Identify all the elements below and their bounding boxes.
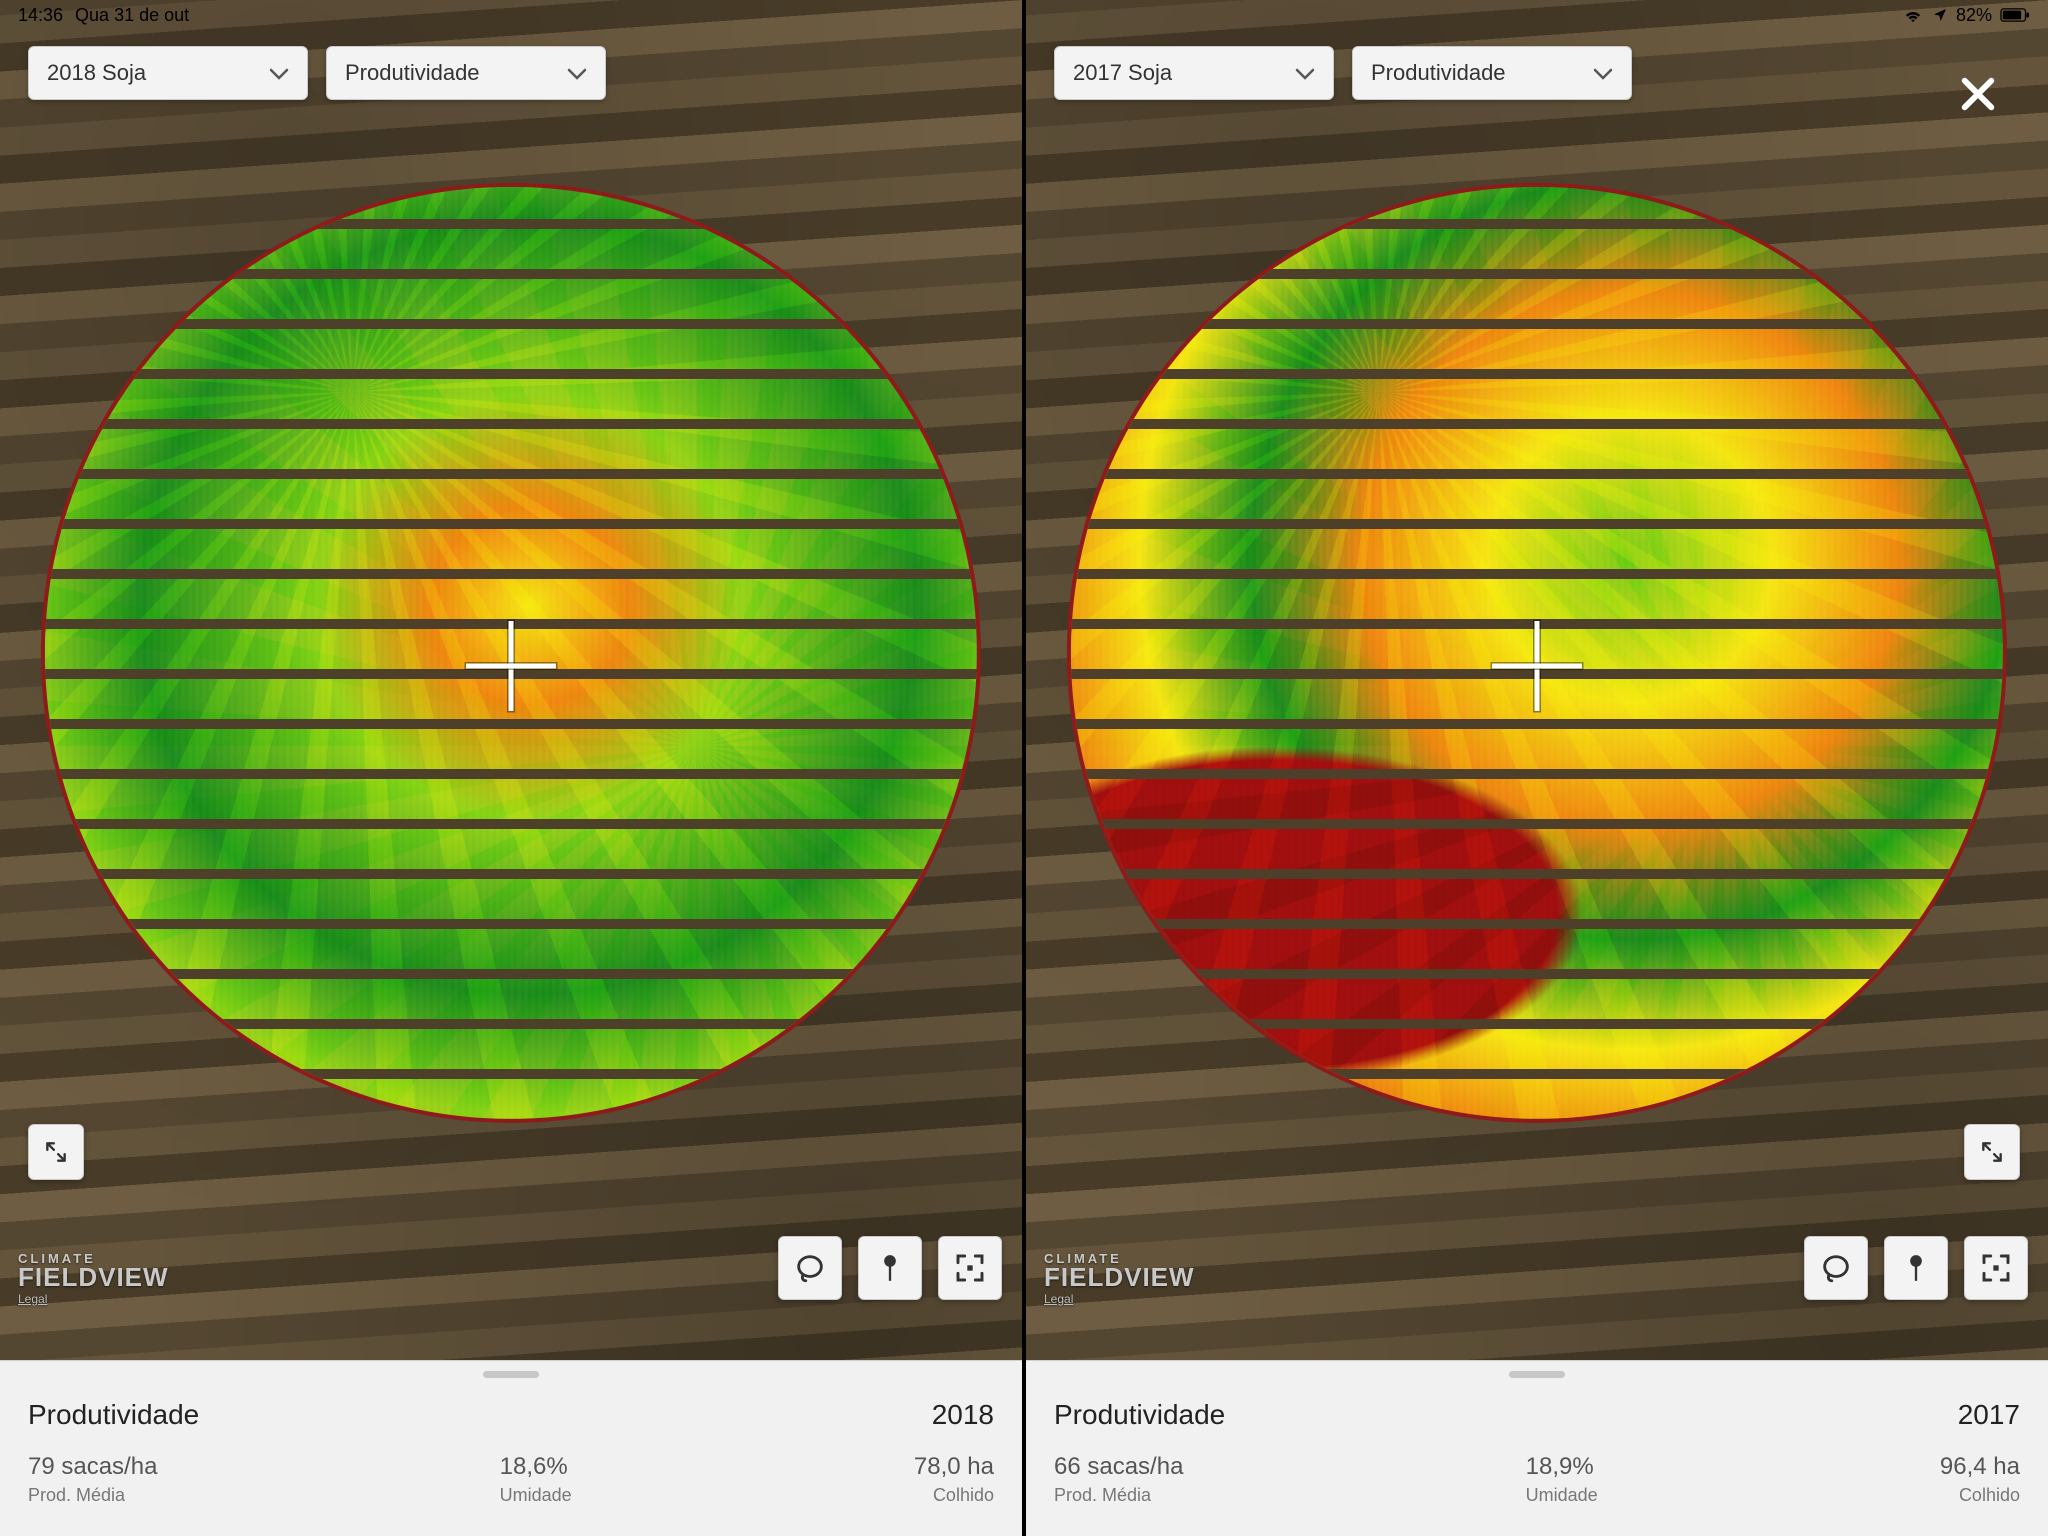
stat-label: Umidade [1526, 1485, 1598, 1506]
dropdown-row-left: 2018 Soja Produtividade [28, 46, 606, 100]
season-dropdown-left[interactable]: 2018 Soja [28, 46, 308, 100]
wifi-icon [1902, 7, 1924, 23]
brand-bottom: FIELDVIEW [1044, 1266, 1195, 1289]
stat-colhido: 78,0 ha Colhido [914, 1453, 994, 1506]
row-gaps [1071, 187, 2003, 1119]
chevron-down-icon [567, 60, 587, 86]
brand-bottom: FIELDVIEW [18, 1266, 169, 1289]
stat-umidade: 18,6% Umidade [500, 1453, 572, 1506]
battery-percent: 82% [1956, 5, 1992, 26]
info-sheet-left[interactable]: Produtividade 2018 79 sacas/ha Prod. Méd… [0, 1360, 1022, 1536]
status-right: 82% [1902, 5, 2030, 26]
expand-button-right[interactable] [1964, 1124, 2020, 1180]
sheet-grabber[interactable] [1509, 1371, 1565, 1378]
layer-dropdown-label: Produtividade [1371, 60, 1506, 86]
info-sheet-right[interactable]: Produtividade 2017 66 sacas/ha Prod. Méd… [1026, 1360, 2048, 1536]
yield-field-left [41, 183, 981, 1123]
battery-icon [2000, 8, 2030, 22]
status-bar: 14:36 Qua 31 de out 82% [0, 0, 2048, 30]
focus-tool-button[interactable] [938, 1236, 1002, 1300]
map-area-right[interactable]: 2017 Soja Produtividade [1026, 0, 2048, 1360]
sheet-grabber[interactable] [483, 1371, 539, 1378]
legal-link[interactable]: Legal [1044, 1292, 1195, 1306]
stat-value: 66 sacas/ha [1054, 1453, 1183, 1481]
brand-badge: CLIMATE FIELDVIEW Legal [1044, 1251, 1195, 1306]
stat-label: Colhido [914, 1485, 994, 1506]
sheet-title: Produtividade [28, 1399, 199, 1431]
brand-badge: CLIMATE FIELDVIEW Legal [18, 1251, 169, 1306]
map-tools-left [778, 1236, 1002, 1300]
chevron-down-icon [1295, 60, 1315, 86]
stat-prod-media: 79 sacas/ha Prod. Média [28, 1453, 157, 1506]
season-dropdown-label: 2018 Soja [47, 60, 146, 86]
stat-colhido: 96,4 ha Colhido [1940, 1453, 2020, 1506]
panel-right: 2017 Soja Produtividade [1026, 0, 2048, 1536]
map-area-left[interactable]: 2018 Soja Produtividade [0, 0, 1022, 1360]
location-icon [1932, 7, 1948, 23]
status-left: 14:36 Qua 31 de out [18, 5, 189, 26]
status-date: Qua 31 de out [75, 5, 189, 26]
sheet-year: 2018 [932, 1399, 994, 1431]
chevron-down-icon [1593, 60, 1613, 86]
stat-value: 78,0 ha [914, 1453, 994, 1481]
stat-label: Prod. Média [1054, 1485, 1183, 1506]
stats-row-right: 66 sacas/ha Prod. Média 18,9% Umidade 96… [1054, 1453, 2020, 1506]
chevron-down-icon [269, 60, 289, 86]
season-dropdown-label: 2017 Soja [1073, 60, 1172, 86]
pin-tool-button[interactable] [858, 1236, 922, 1300]
stat-value: 79 sacas/ha [28, 1453, 157, 1481]
legal-link[interactable]: Legal [18, 1292, 169, 1306]
focus-tool-button[interactable] [1964, 1236, 2028, 1300]
stat-value: 18,6% [500, 1453, 572, 1481]
sheet-title: Produtividade [1054, 1399, 1225, 1431]
layer-dropdown-label: Produtividade [345, 60, 480, 86]
stat-value: 96,4 ha [1940, 1453, 2020, 1481]
stat-label: Colhido [1940, 1485, 2020, 1506]
pin-tool-button[interactable] [1884, 1236, 1948, 1300]
close-button[interactable] [1954, 70, 2002, 118]
dropdown-row-right: 2017 Soja Produtividade [1054, 46, 1632, 100]
status-time: 14:36 [18, 5, 63, 26]
stat-label: Prod. Média [28, 1485, 157, 1506]
layer-dropdown-right[interactable]: Produtividade [1352, 46, 1632, 100]
lasso-tool-button[interactable] [1804, 1236, 1868, 1300]
panel-left: 2018 Soja Produtividade [0, 0, 1022, 1536]
layer-dropdown-left[interactable]: Produtividade [326, 46, 606, 100]
stat-label: Umidade [500, 1485, 572, 1506]
row-gaps [45, 187, 977, 1119]
stats-row-left: 79 sacas/ha Prod. Média 18,6% Umidade 78… [28, 1453, 994, 1506]
stat-umidade: 18,9% Umidade [1526, 1453, 1598, 1506]
lasso-tool-button[interactable] [778, 1236, 842, 1300]
expand-button-left[interactable] [28, 1124, 84, 1180]
yield-field-right [1067, 183, 2007, 1123]
stat-value: 18,9% [1526, 1453, 1598, 1481]
stat-prod-media: 66 sacas/ha Prod. Média [1054, 1453, 1183, 1506]
sheet-year: 2017 [1958, 1399, 2020, 1431]
map-tools-right [1804, 1236, 2028, 1300]
season-dropdown-right[interactable]: 2017 Soja [1054, 46, 1334, 100]
